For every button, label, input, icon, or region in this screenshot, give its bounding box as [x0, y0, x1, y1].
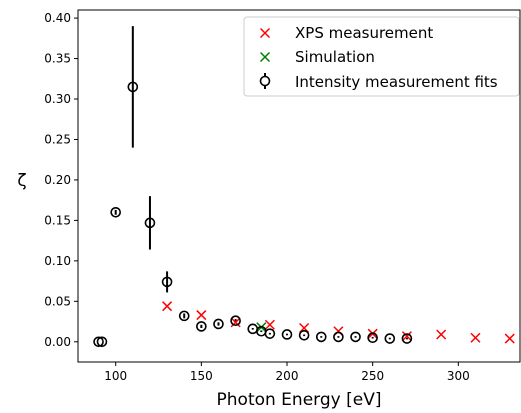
x-tick-label: 100 — [104, 369, 127, 383]
legend-label-intensity-fits: Intensity measurement fits — [295, 73, 498, 91]
fit-point — [384, 333, 396, 344]
y-tick-label: 0.05 — [44, 294, 71, 308]
fit-point — [230, 315, 241, 327]
xps-point — [401, 331, 412, 342]
x-axis-label: Photon Energy [eV] — [217, 390, 382, 410]
x-axis-ticks: 100 150 200 250 300 — [104, 362, 470, 383]
plot-frame — [77, 9, 521, 363]
errorbar-layer — [114, 26, 408, 340]
xps-point — [162, 301, 173, 312]
y-tick-label: 0.20 — [44, 173, 71, 187]
legend-label-simulation: Simulation — [295, 48, 375, 66]
y-tick-label: 0.10 — [44, 254, 71, 268]
y-tick-label: 0.35 — [44, 52, 71, 66]
y-axis-ticks: 0.00 0.05 0.10 0.15 0.20 0.25 0.30 0.35 0.40 — [44, 11, 78, 349]
fit-point — [401, 333, 413, 344]
fit-point — [333, 331, 344, 343]
x-tick-label: 300 — [447, 369, 470, 383]
legend-box — [243, 16, 520, 97]
y-tick-label: 0.15 — [44, 213, 71, 227]
y-tick-label: 0.30 — [44, 92, 71, 106]
fit-point — [196, 321, 207, 332]
xps-point — [504, 333, 515, 344]
fit-point — [350, 331, 361, 343]
fit-point — [315, 331, 327, 343]
y-axis-label: ζ — [17, 171, 26, 191]
legend-label-xps: XPS measurement — [295, 24, 433, 42]
legend-marker-xps — [259, 27, 271, 39]
xps-point — [436, 329, 447, 340]
xps-point — [196, 310, 207, 321]
legend-marker-simulation — [259, 51, 271, 63]
y-tick-label: 0.00 — [44, 335, 71, 349]
fit-point — [298, 329, 310, 341]
xps-point — [470, 332, 481, 343]
fit-point — [213, 318, 224, 330]
fit-point — [264, 328, 276, 339]
legend: XPS measurement Simulation Intensity mea… — [243, 16, 520, 97]
xps-point — [264, 319, 275, 330]
marker-layer — [93, 81, 515, 348]
y-tick-label: 0.40 — [44, 11, 71, 25]
fit-point — [110, 206, 121, 218]
fit-point — [96, 336, 108, 348]
fit-point — [161, 276, 173, 288]
x-tick-label: 200 — [276, 369, 299, 383]
fit-point — [281, 329, 293, 340]
x-tick-label: 250 — [361, 369, 384, 383]
fit-point — [127, 81, 139, 93]
x-tick-label: 150 — [190, 369, 213, 383]
fit-point — [93, 336, 104, 348]
fit-point — [178, 310, 190, 322]
y-tick-label: 0.25 — [44, 132, 71, 146]
legend-markers — [259, 27, 271, 89]
xps-point — [230, 317, 241, 328]
legend-marker-intensity-fits — [259, 73, 271, 89]
fit-point — [367, 332, 378, 344]
fit-point — [144, 217, 156, 229]
